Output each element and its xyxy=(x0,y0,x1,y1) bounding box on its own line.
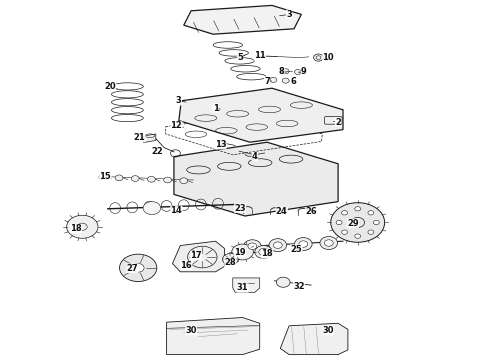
Polygon shape xyxy=(179,88,343,142)
Text: 30: 30 xyxy=(322,326,334,335)
Polygon shape xyxy=(184,5,301,34)
Circle shape xyxy=(244,240,261,253)
Circle shape xyxy=(180,178,188,184)
Circle shape xyxy=(273,242,282,248)
Text: 22: 22 xyxy=(151,147,163,156)
Text: 28: 28 xyxy=(224,258,236,267)
Circle shape xyxy=(368,211,374,215)
Text: 7: 7 xyxy=(264,77,270,85)
Text: 10: 10 xyxy=(322,53,334,62)
Text: 17: 17 xyxy=(190,251,202,260)
Text: 3: 3 xyxy=(176,96,182,105)
Text: 3: 3 xyxy=(286,10,292,19)
Circle shape xyxy=(373,220,379,225)
Text: 23: 23 xyxy=(234,204,246,212)
Text: 32: 32 xyxy=(293,282,305,291)
Text: 29: 29 xyxy=(347,219,359,228)
Text: 18: 18 xyxy=(70,224,82,233)
Circle shape xyxy=(248,243,257,249)
Circle shape xyxy=(147,176,155,182)
Text: 6: 6 xyxy=(290,77,296,85)
Circle shape xyxy=(294,69,301,75)
Text: 14: 14 xyxy=(171,206,182,215)
Text: 19: 19 xyxy=(234,248,246,257)
Polygon shape xyxy=(172,241,224,272)
Polygon shape xyxy=(233,278,260,292)
Circle shape xyxy=(282,69,289,74)
Text: 16: 16 xyxy=(180,261,192,270)
Circle shape xyxy=(120,254,157,282)
Circle shape xyxy=(294,238,312,251)
Circle shape xyxy=(299,241,308,247)
Text: 31: 31 xyxy=(237,284,248,292)
Polygon shape xyxy=(174,142,338,216)
Text: 1: 1 xyxy=(213,104,219,112)
Polygon shape xyxy=(167,318,260,355)
Circle shape xyxy=(269,239,287,252)
Circle shape xyxy=(342,230,347,234)
Circle shape xyxy=(331,203,385,242)
Circle shape xyxy=(324,240,333,246)
Circle shape xyxy=(132,264,144,272)
Circle shape xyxy=(336,220,342,225)
FancyBboxPatch shape xyxy=(324,117,342,124)
Circle shape xyxy=(355,207,361,211)
Circle shape xyxy=(131,176,139,181)
Text: 12: 12 xyxy=(171,122,182,130)
Text: 9: 9 xyxy=(301,68,307,77)
Circle shape xyxy=(255,246,272,258)
Text: 30: 30 xyxy=(185,326,197,335)
Text: 2: 2 xyxy=(335,118,341,127)
Circle shape xyxy=(320,237,338,249)
Circle shape xyxy=(270,77,277,82)
Text: 21: 21 xyxy=(134,133,146,142)
Text: 4: 4 xyxy=(252,152,258,161)
Text: 26: 26 xyxy=(305,207,317,216)
Circle shape xyxy=(143,202,161,215)
Circle shape xyxy=(188,246,217,268)
Text: 5: 5 xyxy=(237,53,243,62)
Circle shape xyxy=(368,230,374,234)
Text: 25: 25 xyxy=(291,245,302,253)
Text: 20: 20 xyxy=(104,82,116,91)
Circle shape xyxy=(355,234,361,238)
Text: 11: 11 xyxy=(254,51,266,60)
Circle shape xyxy=(67,215,98,238)
Text: 27: 27 xyxy=(126,264,138,273)
Text: 15: 15 xyxy=(99,172,111,181)
Circle shape xyxy=(282,78,289,83)
Text: 8: 8 xyxy=(279,68,285,77)
Circle shape xyxy=(342,211,347,215)
Polygon shape xyxy=(280,323,348,355)
Polygon shape xyxy=(144,134,156,143)
Circle shape xyxy=(314,54,323,61)
Circle shape xyxy=(164,177,171,183)
Circle shape xyxy=(218,140,223,145)
Circle shape xyxy=(222,253,238,265)
Circle shape xyxy=(276,277,290,287)
Text: 13: 13 xyxy=(215,140,226,149)
Circle shape xyxy=(232,244,253,260)
Text: 24: 24 xyxy=(276,207,288,216)
Text: 18: 18 xyxy=(261,249,273,258)
Circle shape xyxy=(115,175,123,181)
Circle shape xyxy=(99,174,107,180)
